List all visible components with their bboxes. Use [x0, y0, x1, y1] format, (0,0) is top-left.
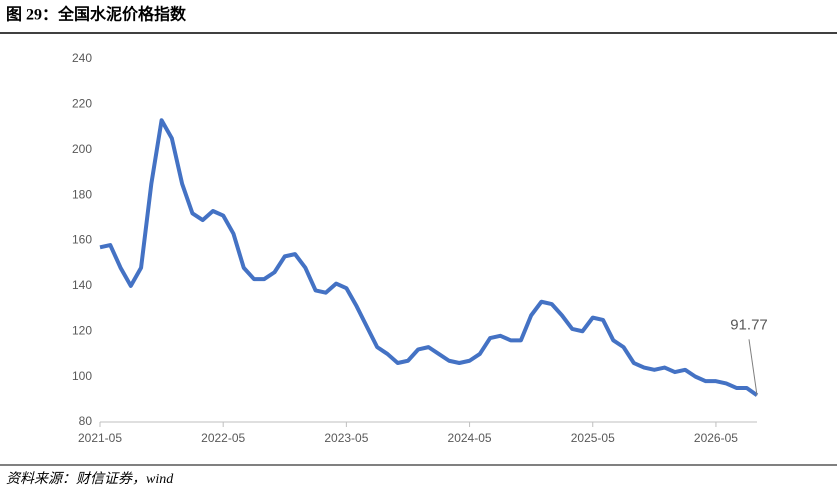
chart-title: 图 29：全国水泥价格指数: [6, 5, 187, 24]
y-tick-label: 80: [79, 414, 93, 428]
y-tick-label: 120: [72, 323, 92, 337]
y-tick-label: 240: [72, 51, 92, 65]
y-tick-label: 180: [72, 187, 92, 201]
x-tick-label: 2026-05: [694, 431, 738, 445]
data-label: 91.77: [730, 316, 768, 333]
y-tick-label: 160: [72, 233, 92, 247]
y-tick-label: 140: [72, 278, 92, 292]
annotation-leader: [748, 339, 758, 396]
y-tick-label: 220: [72, 97, 92, 111]
x-tick-label: 2023-05: [324, 431, 368, 445]
x-tick-label: 2021-05: [78, 431, 122, 445]
y-tick-label: 200: [72, 142, 92, 156]
y-tick-label: 100: [72, 369, 92, 383]
x-tick-label: 2025-05: [571, 431, 615, 445]
source: 资料来源：财信证券，wind: [6, 471, 174, 487]
series-line: [99, 118, 759, 397]
x-tick-label: 2024-05: [448, 431, 492, 445]
x-tick-label: 2022-05: [201, 431, 245, 445]
